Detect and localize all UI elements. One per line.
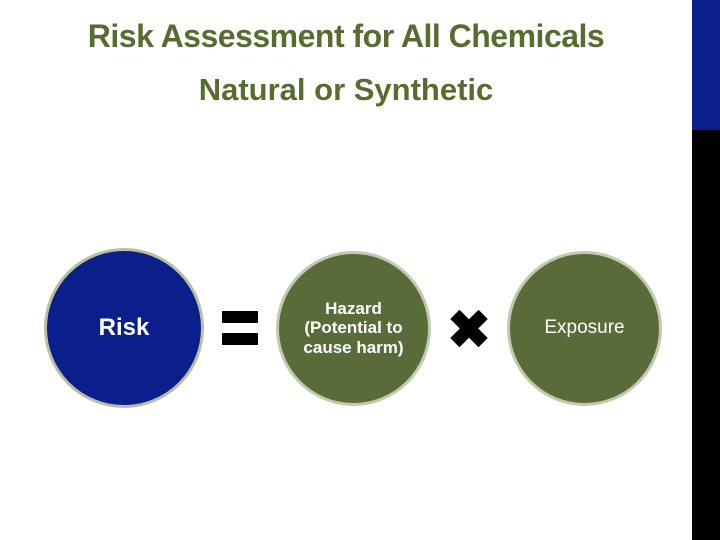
sidebar-band-bottom bbox=[692, 130, 720, 540]
equals-bar-bottom bbox=[222, 333, 258, 345]
equals-operator bbox=[222, 311, 258, 345]
hazard-label: Hazard (Potential to cause harm) bbox=[287, 299, 420, 358]
exposure-label: Exposure bbox=[544, 317, 624, 339]
risk-equation: Risk Hazard (Potential to cause harm) Ex… bbox=[28, 248, 678, 408]
exposure-circle: Exposure bbox=[507, 251, 662, 406]
equals-bar-top bbox=[222, 311, 258, 323]
page-title: Risk Assessment for All Chemicals bbox=[0, 18, 692, 55]
page-subtitle: Natural or Synthetic bbox=[0, 72, 692, 108]
times-operator bbox=[449, 308, 489, 348]
hazard-circle: Hazard (Potential to cause harm) bbox=[276, 251, 431, 406]
risk-circle: Risk bbox=[44, 248, 204, 408]
risk-label: Risk bbox=[99, 314, 150, 342]
sidebar-band-top bbox=[692, 0, 720, 130]
